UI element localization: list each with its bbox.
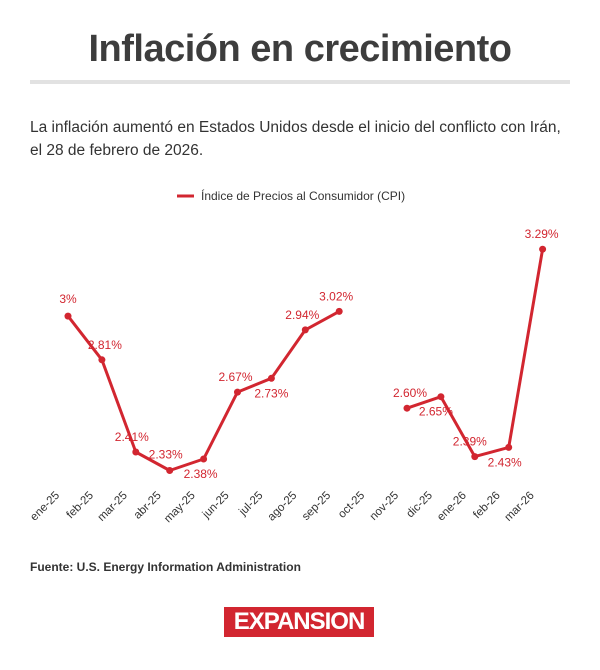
series-line-1 bbox=[406, 248, 545, 459]
legend-label: Índice de Precios al Consumidor (CPI) bbox=[201, 188, 405, 203]
data-point-ene-26[interactable] bbox=[471, 453, 479, 461]
data-label-nov-25: 2.60% bbox=[393, 386, 427, 400]
x-tick-oct-25: oct-25 bbox=[336, 490, 367, 521]
x-tick-feb-25: feb-25 bbox=[64, 490, 96, 522]
x-tick-may-25: may-25 bbox=[162, 490, 198, 526]
x-tick-ene-25: ene-25 bbox=[28, 490, 62, 524]
expansion-logo[interactable]: EXPANSION bbox=[224, 607, 374, 637]
data-label-ene-26: 2.39% bbox=[453, 435, 487, 449]
data-point-dic-25[interactable] bbox=[437, 393, 445, 401]
x-tick-abr-25: abr-25 bbox=[132, 490, 164, 522]
data-point-mar-26[interactable] bbox=[539, 245, 547, 253]
data-label-sep-25: 3.02% bbox=[319, 289, 353, 303]
x-tick-mar-25: mar-25 bbox=[96, 490, 130, 524]
source-note: Fuente: U.S. Energy Information Administ… bbox=[30, 560, 301, 574]
series-line-0 bbox=[66, 310, 340, 472]
x-tick-feb-26: feb-26 bbox=[471, 490, 503, 522]
data-point-sep-25[interactable] bbox=[335, 307, 343, 315]
line-chart: Índice de Precios al Consumidor (CPI) 3%… bbox=[28, 188, 559, 526]
x-tick-sep-25: sep-25 bbox=[300, 490, 333, 523]
x-tick-jun-25: jun-25 bbox=[200, 490, 232, 522]
data-point-mar-25[interactable] bbox=[132, 448, 140, 456]
data-label-mar-26: 3.29% bbox=[525, 227, 559, 241]
data-label-mar-25: 2.41% bbox=[115, 430, 149, 444]
data-label-feb-25: 2.81% bbox=[88, 338, 122, 352]
data-label-may-25: 2.38% bbox=[184, 467, 218, 481]
x-tick-ene-26: ene-26 bbox=[435, 490, 469, 524]
data-point-abr-25[interactable] bbox=[166, 467, 174, 474]
data-point-may-25[interactable] bbox=[200, 455, 208, 463]
x-tick-dic-25: dic-25 bbox=[404, 490, 435, 521]
data-label-ago-25: 2.94% bbox=[285, 308, 319, 322]
data-label-feb-26: 2.43% bbox=[488, 455, 522, 469]
data-point-jul-25[interactable] bbox=[267, 374, 275, 382]
data-point-ene-25[interactable] bbox=[64, 312, 72, 320]
chart-title: Inflación en crecimiento bbox=[88, 28, 513, 70]
data-label-ene-25: 3% bbox=[59, 292, 77, 306]
title-divider bbox=[30, 80, 570, 84]
x-tick-jul-25: jul-25 bbox=[236, 490, 265, 519]
data-label-jul-25: 2.73% bbox=[254, 386, 288, 400]
data-label-jun-25: 2.67% bbox=[218, 370, 252, 384]
chart-subtitle: La inflación aumentó en Estados Unidos d… bbox=[30, 119, 561, 159]
chart-legend: Índice de Precios al Consumidor (CPI) bbox=[177, 188, 405, 203]
x-tick-ago-25: ago-25 bbox=[266, 490, 300, 524]
data-point-jun-25[interactable] bbox=[234, 388, 241, 396]
x-tick-nov-25: nov-25 bbox=[368, 490, 401, 523]
data-point-feb-26[interactable] bbox=[505, 443, 513, 451]
data-point-nov-25[interactable] bbox=[403, 404, 411, 412]
data-point-ago-25[interactable] bbox=[301, 326, 309, 334]
data-label-abr-25: 2.33% bbox=[149, 448, 183, 462]
data-point-feb-25[interactable] bbox=[98, 356, 106, 364]
data-label-dic-25: 2.65% bbox=[419, 405, 453, 419]
x-tick-mar-26: mar-26 bbox=[502, 490, 536, 524]
